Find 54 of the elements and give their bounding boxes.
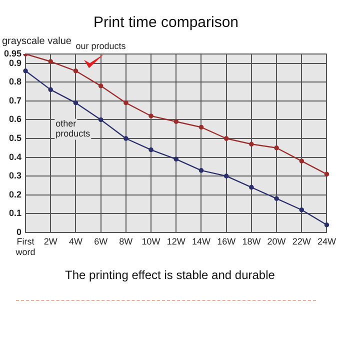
x-tick-label: 10W (142, 236, 161, 246)
y-tick-label: 0.1 (9, 208, 22, 218)
point (73, 68, 78, 74)
y-tick-label: 0.4 (9, 152, 22, 162)
x-tick-label: 24W (317, 236, 336, 246)
y-tick-label: 0.95 (4, 48, 22, 58)
point (148, 147, 154, 152)
x-tick-label: First word (14, 236, 36, 258)
chart-title: Print time comparison (93, 14, 239, 32)
y-tick-label: 0.9 (9, 58, 22, 68)
y-tick-label: 0 (16, 226, 22, 237)
point (274, 145, 279, 150)
point (148, 114, 154, 118)
point (174, 119, 179, 124)
point (124, 100, 128, 106)
y-tick-label: 0.2 (9, 189, 22, 200)
y-tick-label: 0.5 (9, 132, 22, 143)
point (23, 68, 28, 74)
point (48, 87, 54, 92)
text: our products (76, 40, 126, 51)
point (299, 158, 304, 164)
y-tick-label: 0.7 (9, 95, 22, 106)
point (73, 100, 78, 106)
x-tick-label: 20W (267, 236, 286, 246)
point (299, 207, 304, 212)
x-tick-label: 4W (68, 236, 83, 246)
y-tick-label: 0.6 (9, 114, 22, 124)
point (124, 136, 128, 141)
text: The printing effect is stable and durable (64, 268, 276, 282)
x-tick-label: 18W (242, 236, 262, 246)
y-tick-label: 0.3 (9, 170, 22, 181)
point (174, 156, 179, 162)
x-tick-label: 14W (192, 236, 211, 246)
point (48, 59, 54, 64)
x-tick-label: 6W (94, 236, 108, 246)
point (98, 84, 104, 88)
point (224, 174, 229, 178)
x-tick-label: 8W (119, 236, 134, 246)
x-tick-label: 2W (44, 236, 58, 246)
point (198, 168, 204, 173)
point (98, 117, 104, 122)
point (324, 172, 330, 177)
series-label: other products (56, 118, 91, 139)
y-tick-label: 0.8 (9, 76, 22, 87)
point (249, 142, 254, 147)
point (274, 196, 279, 201)
point (224, 136, 229, 141)
x-tick-label: 12W (166, 236, 186, 246)
x-tick-label: 16W (217, 236, 236, 246)
point (249, 184, 254, 190)
y-axis-title: grayscale value (2, 36, 72, 47)
x-tick-label: 22W (292, 236, 312, 246)
point (324, 222, 330, 228)
point (198, 124, 204, 130)
